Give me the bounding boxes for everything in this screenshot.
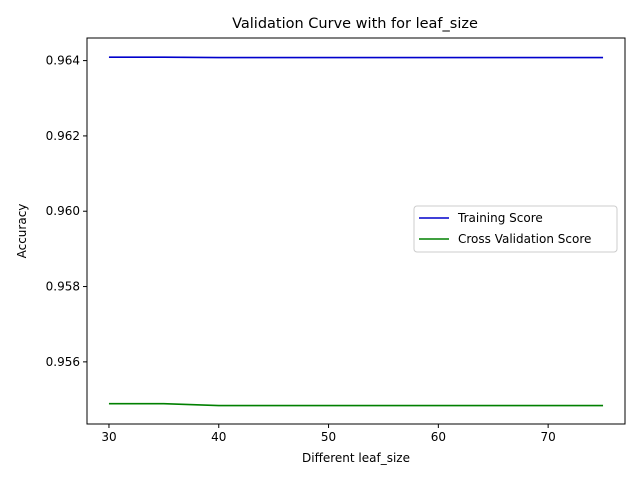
y-tick-label-3: 0.962 [46, 129, 80, 143]
x-tick-label-1: 40 [211, 430, 226, 444]
legend: Training Score Cross Validation Score [413, 205, 618, 253]
x-tick-label-2: 50 [321, 430, 336, 444]
legend-label-training: Training Score [457, 211, 543, 225]
plot-area: 30 40 50 60 70 0.956 0.958 0.960 0.962 0.964 [46, 54, 604, 444]
x-tick-label-0: 30 [101, 430, 116, 444]
series-line-1 [108, 402, 604, 407]
y-tick-label-0: 0.956 [46, 355, 80, 369]
x-tick-label-4: 70 [541, 430, 556, 444]
chart-title: Validation Curve with for leaf_size [232, 16, 478, 32]
legend-label-cross-validation: Cross Validation Score [458, 232, 591, 246]
legend-box [413, 205, 618, 253]
x-tick-label-3: 60 [431, 430, 446, 444]
y-axis-label: Accuracy [15, 204, 29, 259]
axes-frame [86, 37, 626, 425]
y-tick-label-2: 0.960 [46, 204, 80, 218]
y-tick-label-1: 0.958 [46, 280, 80, 294]
x-axis-label: Different leaf_size [302, 451, 410, 465]
y-tick-label-4: 0.964 [46, 54, 80, 68]
